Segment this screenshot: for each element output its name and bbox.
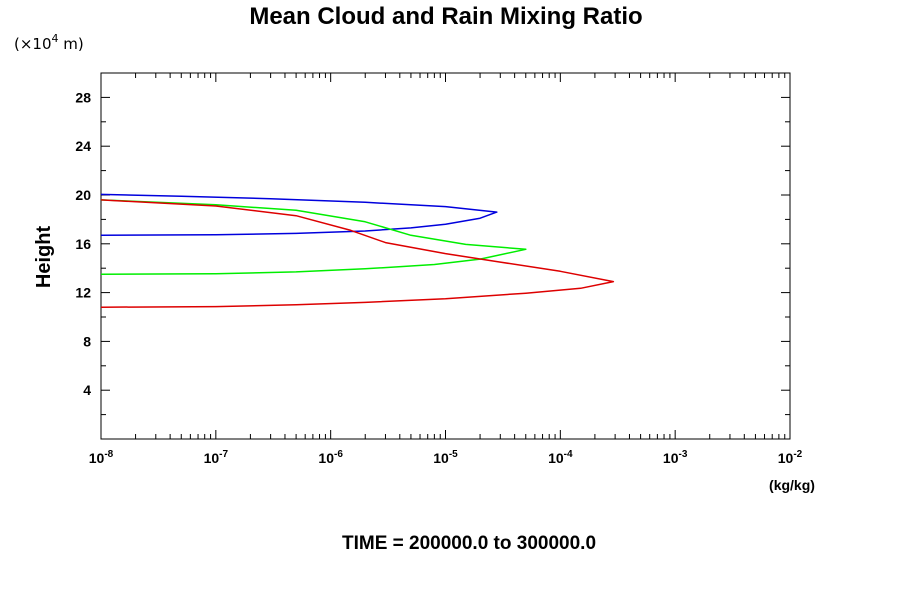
x-tick-label: 10-2: [778, 449, 803, 466]
y-tick-label: 4: [83, 382, 91, 398]
x-tick-label: 10-5: [433, 449, 458, 466]
x-axis-ticks: [100, 73, 786, 439]
y-axis-tick-labels: 4 8 12 16 20 24 28: [75, 89, 91, 398]
series-line-3: [100, 199, 615, 308]
x-axis-unit: (kg/kg): [769, 477, 815, 493]
y-tick-label: 24: [75, 138, 91, 154]
y-tick-label: 8: [83, 333, 91, 349]
y-axis-ticks: [101, 96, 790, 416]
y-axis-label: Height: [33, 226, 55, 289]
time-range-label: TIME = 200000.0 to 300000.0: [342, 533, 596, 554]
x-tick-label: 10-8: [89, 449, 114, 466]
x-axis-tick-labels: 10-8 10-7 10-6 10-5 10-4 10-3 10-2: [89, 449, 803, 466]
y-tick-label: 12: [75, 285, 91, 301]
y-axis-unit: (×104 m): [14, 32, 84, 53]
series-line-1: [100, 193, 498, 237]
y-tick-label: 20: [75, 187, 91, 203]
x-tick-label: 10-6: [318, 449, 343, 466]
x-tick-label: 10-4: [548, 449, 573, 466]
y-tick-label: 16: [75, 236, 91, 252]
x-tick-label: 10-7: [204, 449, 229, 466]
y-tick-label: 28: [75, 89, 91, 105]
series-line-2: [100, 199, 527, 276]
chart-title: Mean Cloud and Rain Mixing Ratio: [249, 3, 642, 30]
x-tick-label: 10-3: [663, 449, 688, 466]
plot-frame: [100, 72, 791, 440]
series-lines: [100, 193, 615, 308]
